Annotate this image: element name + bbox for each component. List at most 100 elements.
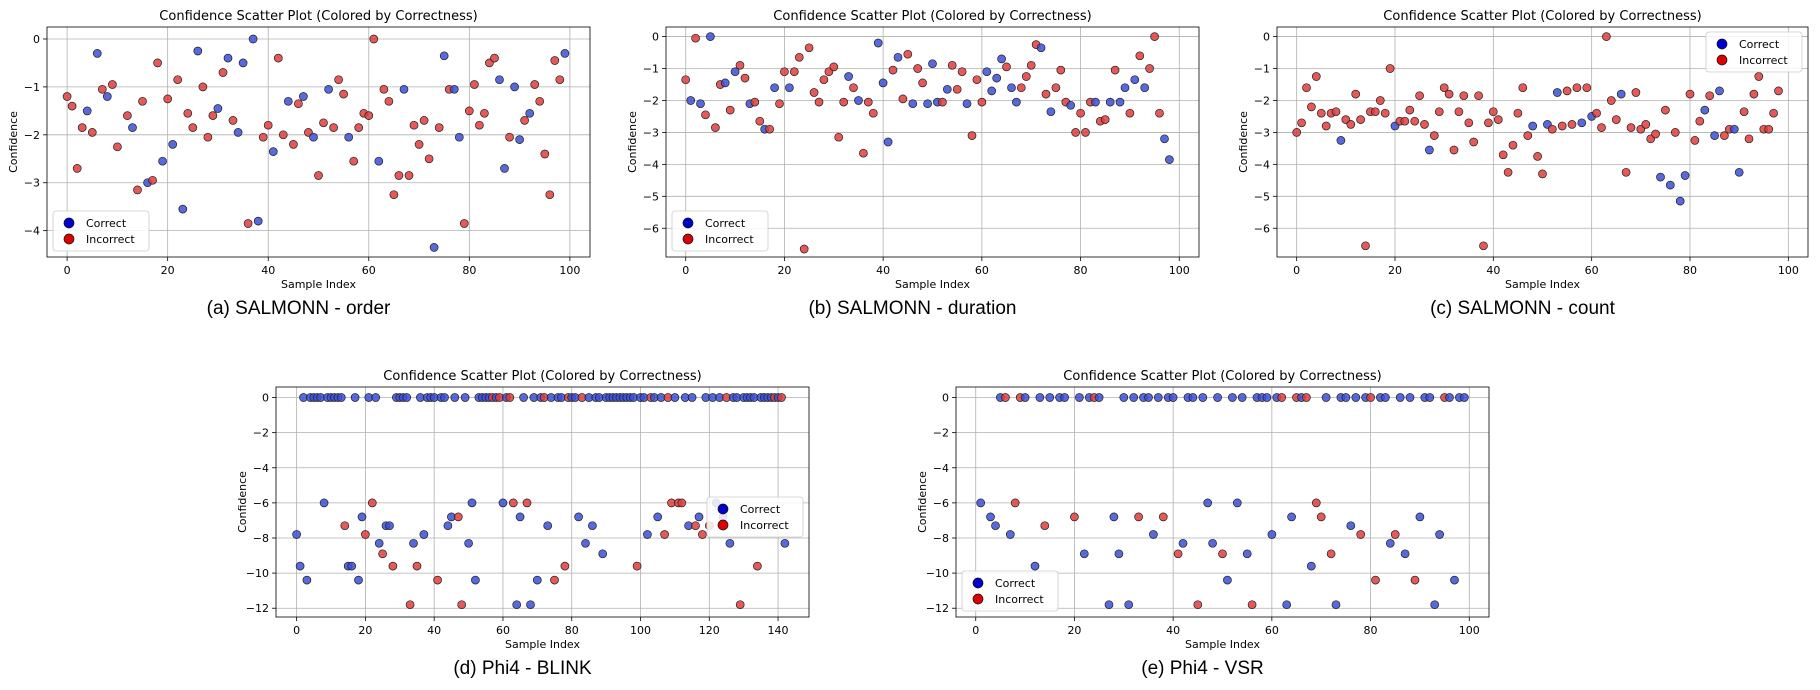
point-correct [1140, 83, 1150, 93]
point-incorrect [1016, 83, 1026, 93]
y-tick-label: −2 [643, 94, 659, 107]
point-correct [1700, 105, 1710, 115]
point-incorrect [1155, 108, 1164, 118]
point-correct [460, 393, 470, 402]
point-incorrect [490, 53, 499, 63]
legend-marker-correct [1716, 38, 1728, 50]
point-incorrect [839, 97, 849, 107]
point-correct [1425, 145, 1434, 155]
point-correct [1007, 83, 1016, 93]
point-incorrect [1602, 32, 1611, 41]
y-tick-label: −12 [246, 602, 269, 615]
point-incorrect [859, 148, 868, 158]
chart-panel-3: 0 20 40 60 80 100 120 140 0 −2 −4 −6 −8 −10 −12 Confide… [236, 369, 810, 679]
point-incorrect [369, 34, 379, 44]
x-tick-label: 100 [1459, 624, 1480, 637]
point-correct [893, 52, 903, 62]
point-incorrect [163, 94, 173, 104]
point-incorrect [433, 575, 442, 585]
point-incorrect [394, 171, 404, 180]
point-correct [253, 216, 263, 226]
x-tick-label: 40 [876, 264, 890, 277]
x-tick-label: 40 [1486, 264, 1500, 277]
point-correct [1381, 393, 1390, 402]
point-incorrect [799, 244, 809, 254]
point-correct [158, 156, 167, 166]
point-incorrect [735, 600, 745, 610]
y-tick-label: −5 [1254, 190, 1270, 203]
y-tick-label: −8 [933, 532, 949, 545]
x-tick-label: 80 [1364, 624, 1378, 637]
point-correct [1153, 393, 1163, 402]
point-incorrect [453, 512, 463, 522]
point-incorrect [1547, 124, 1557, 134]
point-incorrect [505, 132, 514, 142]
point-incorrect [972, 75, 982, 85]
x-tick-label: 60 [362, 264, 376, 277]
legend: Correct Incorrect [1705, 31, 1803, 73]
point-correct [854, 96, 863, 105]
point-correct [515, 512, 525, 522]
point-incorrect [1145, 64, 1154, 73]
point-correct [429, 243, 439, 252]
point-correct [780, 538, 790, 548]
point-correct [785, 83, 794, 93]
point-incorrect [97, 84, 107, 94]
point-correct [1045, 393, 1055, 402]
x-tick-label: 0 [682, 264, 689, 277]
point-correct [374, 538, 384, 548]
point-correct [1091, 97, 1100, 107]
point-incorrect [258, 132, 268, 142]
legend-marker-correct [717, 503, 729, 515]
x-tick-label: 60 [1585, 264, 1599, 277]
x-tick-label: 120 [699, 624, 720, 637]
point-incorrect [918, 78, 927, 88]
point-incorrect [1218, 549, 1227, 559]
point-incorrect [1390, 530, 1400, 539]
point-incorrect [1316, 512, 1326, 522]
point-correct [471, 575, 480, 585]
point-correct [1715, 86, 1724, 96]
point-incorrect [419, 116, 429, 125]
point-correct [770, 83, 779, 93]
point-correct [419, 530, 429, 539]
point-incorrect [77, 123, 87, 132]
point-correct [1528, 121, 1538, 131]
legend: Correct Incorrect [671, 210, 769, 252]
point-incorrect [1316, 108, 1326, 118]
point-incorrect [173, 75, 183, 85]
point-incorrect [1110, 65, 1120, 75]
point-correct [1020, 393, 1030, 402]
point-incorrect [409, 120, 419, 130]
x-tick-label: 20 [1067, 624, 1081, 637]
chart-title: Confidence Scatter Plot (Colored by Corr… [773, 9, 1091, 24]
point-incorrect [329, 123, 338, 132]
point-incorrect [1744, 134, 1754, 144]
y-tick-label: −12 [926, 602, 949, 615]
point-incorrect [1010, 498, 1020, 508]
point-incorrect [1503, 167, 1513, 177]
point-correct [696, 99, 705, 109]
point-incorrect [632, 561, 642, 571]
point-correct [248, 34, 258, 44]
legend-label-incorrect: Incorrect [995, 593, 1044, 606]
point-correct [720, 78, 730, 88]
y-tick-label: −3 [24, 177, 40, 190]
y-tick-label: −3 [643, 126, 659, 139]
point-correct [986, 512, 995, 522]
point-incorrect [1071, 128, 1080, 137]
point-correct [223, 53, 233, 63]
point-incorrect [1464, 118, 1474, 128]
point-incorrect [294, 99, 303, 109]
point-correct [1046, 107, 1056, 117]
point-incorrect [334, 75, 343, 85]
x-tick-label: 80 [462, 264, 476, 277]
point-correct [873, 38, 883, 48]
point-incorrect [228, 116, 238, 125]
point-incorrect [755, 116, 765, 126]
y-tick-label: −2 [1254, 94, 1270, 107]
point-correct [1223, 575, 1232, 585]
point-incorrect [1277, 393, 1287, 402]
point-incorrect [1429, 131, 1439, 140]
